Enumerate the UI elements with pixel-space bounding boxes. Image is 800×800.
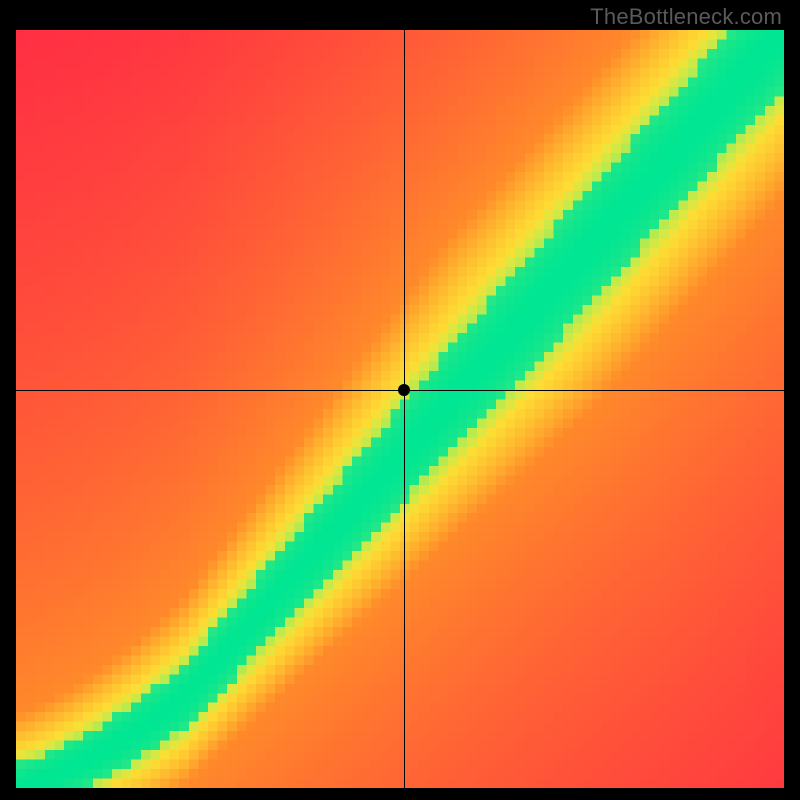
heatmap-frame [16,30,784,788]
marker-dot [398,384,410,396]
watermark-text: TheBottleneck.com [590,4,782,30]
crosshair-vertical [404,30,405,788]
heatmap-canvas [16,30,784,788]
